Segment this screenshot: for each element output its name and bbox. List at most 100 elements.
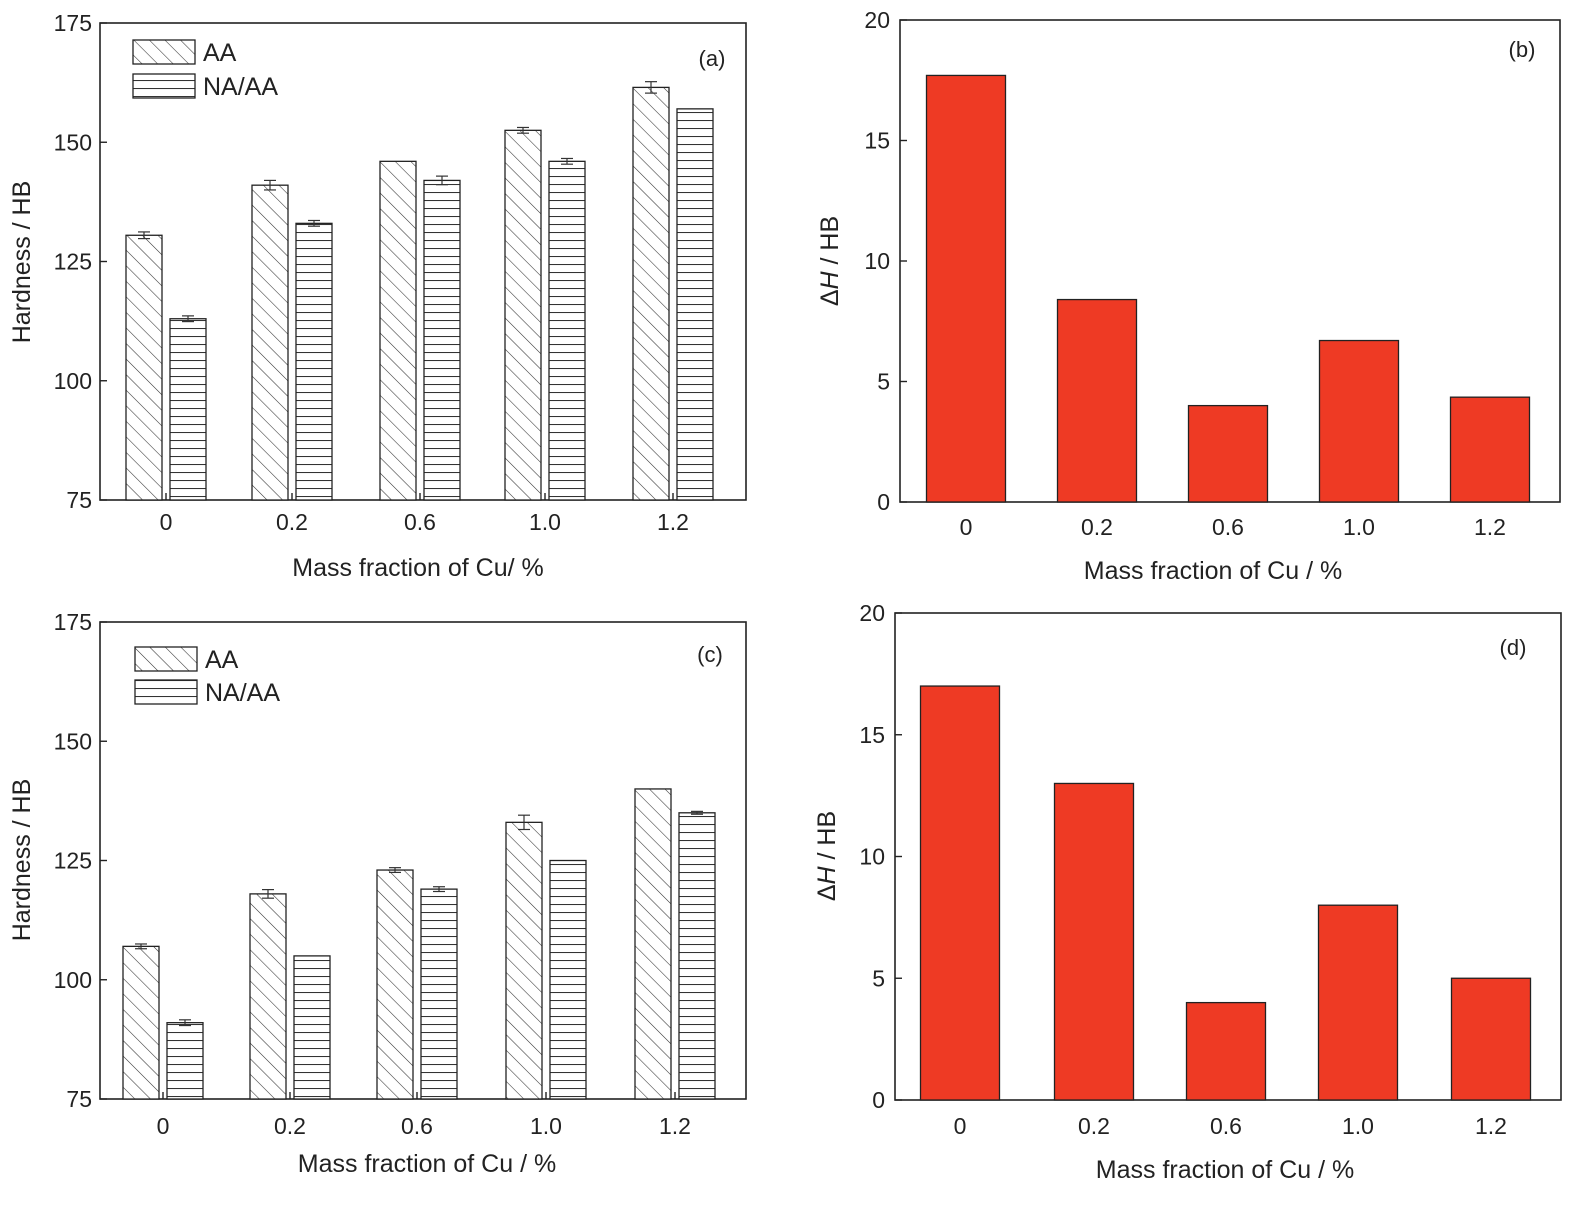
bar-na-aa <box>293 955 331 1100</box>
bar-na-aa <box>549 859 587 1100</box>
error-bar <box>433 886 445 893</box>
bar-aa <box>376 869 414 1100</box>
y-tick-label: 75 <box>66 487 92 513</box>
y-tick-label: 10 <box>864 248 890 274</box>
bar <box>1187 404 1269 503</box>
panel-b: 0 5 10 15 20 0 0.2 0.6 1.0 1.2 (b) Mass fraction… <box>816 7 1561 585</box>
y-tick-label: 75 <box>66 1086 92 1112</box>
error-bar <box>264 179 276 191</box>
x-tick-label: 0.6 <box>1212 514 1244 540</box>
bar-na-aa <box>678 812 716 1100</box>
y-axis-title: ΔH / HB <box>813 811 841 901</box>
x-tick-label: 0 <box>960 514 973 540</box>
error-bar <box>308 219 320 227</box>
panel-label: (a) <box>699 46 726 71</box>
bar-aa <box>251 184 289 501</box>
y-tick-label: 15 <box>864 128 890 154</box>
x-tick-label: 0 <box>160 509 173 535</box>
y-tick-label: 0 <box>877 489 890 515</box>
x-axis: 0 0.2 0.6 1.0 1.2 <box>157 1092 691 1139</box>
bar-na-aa <box>295 222 333 501</box>
bar-aa <box>632 86 670 501</box>
x-tick-label: 0.2 <box>1081 514 1113 540</box>
x-tick-label: 1.0 <box>1342 1113 1374 1139</box>
bar-aa <box>504 129 542 501</box>
panel-c: 75 100 125 150 175 0 0.2 0.6 1.0 1.2 (c) Mass fr… <box>8 609 747 1178</box>
x-tick-label: 1.2 <box>659 1113 691 1139</box>
bar <box>919 685 1001 1101</box>
legend-label-na-aa: NA/AA <box>205 679 280 707</box>
y-axis-title: ΔH / HB <box>816 216 844 306</box>
error-bar <box>691 810 703 815</box>
y-tick-label: 20 <box>864 7 890 33</box>
y-axis-title: Hardness / HB <box>8 779 36 942</box>
x-axis-title: Mass fraction of Cu / % <box>1084 557 1342 585</box>
legend: AA NA/AA <box>132 39 278 101</box>
error-bar <box>138 231 150 240</box>
bar-aa <box>125 234 163 501</box>
legend-label-aa: AA <box>203 39 237 67</box>
bar-aa <box>505 821 543 1100</box>
x-tick-label: 1.2 <box>1474 514 1506 540</box>
bar <box>1053 782 1135 1101</box>
bars <box>919 685 1532 1101</box>
bar-na-aa <box>423 179 461 501</box>
y-tick-label: 15 <box>859 722 885 748</box>
y-axis: 0 5 10 15 20 <box>864 7 907 515</box>
bar-aa <box>379 160 417 501</box>
error-bar <box>436 175 448 186</box>
bar-aa <box>634 788 672 1100</box>
panel-label: (b) <box>1509 37 1536 62</box>
panel-d: 0 5 10 15 20 0 0.2 0.6 1.0 1.2 (d) Mass fraction… <box>813 600 1562 1184</box>
x-tick-label: 0.6 <box>404 509 436 535</box>
error-bar <box>518 814 530 831</box>
legend-swatch-aa <box>134 646 198 672</box>
x-tick-label: 0.2 <box>276 509 308 535</box>
bar <box>1317 904 1399 1101</box>
y-tick-label: 5 <box>877 369 890 395</box>
bar-na-aa <box>166 1022 204 1100</box>
error-bar <box>645 81 657 94</box>
x-tick-label: 0.6 <box>1210 1113 1242 1139</box>
bar <box>925 74 1007 503</box>
x-tick-label: 1.0 <box>529 509 561 535</box>
y-axis: 0 5 10 15 20 <box>859 600 902 1113</box>
x-axis-title: Mass fraction of Cu/ % <box>292 554 543 582</box>
bar-na-aa <box>420 888 458 1100</box>
error-bar <box>179 1019 191 1027</box>
legend: AA NA/AA <box>134 646 280 707</box>
bar-na-aa <box>548 160 586 501</box>
error-bar <box>135 943 147 950</box>
x-axis: 0 0.2 0.6 1.0 1.2 <box>160 493 689 535</box>
y-tick-label: 10 <box>859 844 885 870</box>
x-axis: 0 0.2 0.6 1.0 1.2 <box>954 1093 1507 1139</box>
legend-label-aa: AA <box>205 646 239 674</box>
y-axis-title: Hardness / HB <box>8 181 36 344</box>
x-tick-label: 0 <box>157 1113 170 1139</box>
error-bar <box>262 888 274 899</box>
legend-swatch-na-aa <box>132 73 196 99</box>
panel-label: (c) <box>697 642 723 667</box>
y-tick-label: 125 <box>54 249 92 275</box>
bar <box>1318 339 1400 503</box>
y-tick-label: 150 <box>54 728 92 754</box>
y-tick-label: 150 <box>54 129 92 155</box>
bar <box>1450 977 1532 1101</box>
x-tick-label: 1.0 <box>1343 514 1375 540</box>
y-axis: 75 100 125 150 175 <box>54 609 107 1112</box>
x-tick-label: 1.2 <box>657 509 689 535</box>
y-tick-label: 20 <box>859 600 885 626</box>
y-axis-title-prefix: Δ <box>816 289 844 306</box>
x-tick-label: 0.2 <box>274 1113 306 1139</box>
y-axis: 75 100 125 150 175 <box>54 10 107 513</box>
bar <box>1449 396 1531 503</box>
x-tick-label: 1.0 <box>530 1113 562 1139</box>
y-tick-label: 125 <box>54 848 92 874</box>
bars <box>925 74 1531 503</box>
y-axis-title-prefix: Δ <box>813 884 841 901</box>
y-tick-label: 0 <box>872 1087 885 1113</box>
bars <box>125 81 714 501</box>
legend-swatch-na-aa <box>134 679 198 705</box>
bars <box>122 788 716 1100</box>
